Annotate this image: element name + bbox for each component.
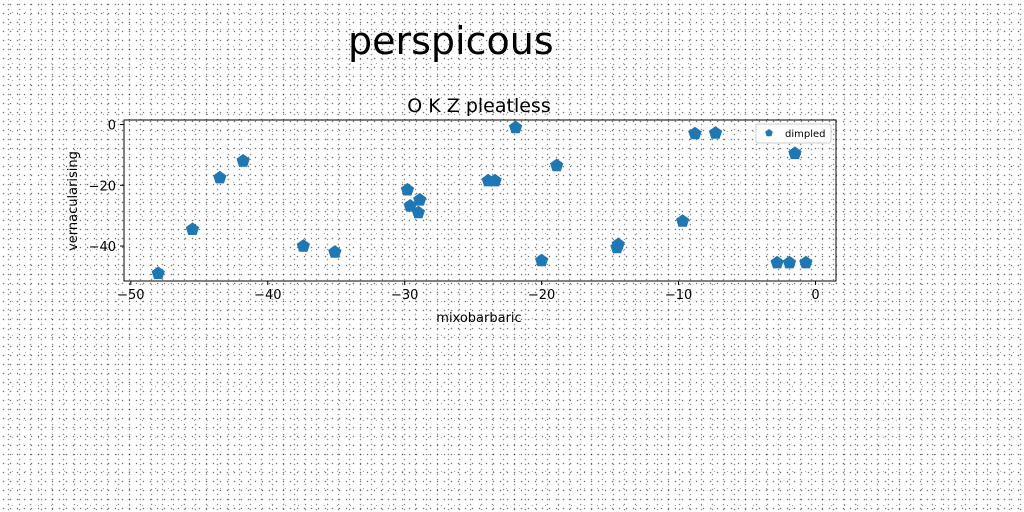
x-axis-label: mixobarbaric [436,311,521,326]
legend-marker [765,129,773,137]
data-points [151,120,813,280]
data-point [688,126,702,140]
data-point [788,146,802,160]
data-point [403,199,417,212]
data-point [708,126,723,139]
data-point [151,266,165,280]
x-tick-label: −40 [254,288,281,303]
data-point [488,173,502,187]
x-tick-label: −50 [117,288,144,303]
data-point [411,205,425,219]
data-point [782,255,797,269]
page-title: perspicous [348,19,554,63]
chart-title: O K Z pleatless [407,95,550,117]
x-tick-label: −30 [391,288,418,303]
data-point [413,192,427,206]
data-point [236,154,250,167]
y-tick-label: 0 [108,119,116,134]
y-axis: 0 −20 −40 [89,119,124,255]
x-tick-label: −20 [528,288,555,303]
data-point [296,239,310,252]
data-point [508,120,523,134]
y-tick-label: −20 [89,179,116,194]
x-axis: −50 −40 −30 −20 −10 0 [117,281,820,303]
data-point [611,237,625,251]
data-point [213,170,227,184]
data-point [799,255,813,269]
data-point [535,253,549,267]
data-point [770,255,784,269]
data-point [328,245,342,258]
legend-label: dimpled [785,129,826,140]
data-point [185,222,200,235]
x-tick-label: 0 [811,288,819,303]
plot-area [123,119,837,282]
data-point [400,182,415,196]
x-tick-label: −10 [665,288,692,303]
legend: dimpled [755,123,832,144]
data-point [676,214,690,227]
y-tick-label: −40 [89,240,116,255]
y-axis-label: vernacularising [66,151,81,251]
data-point [550,158,564,172]
legend-box [755,123,832,144]
